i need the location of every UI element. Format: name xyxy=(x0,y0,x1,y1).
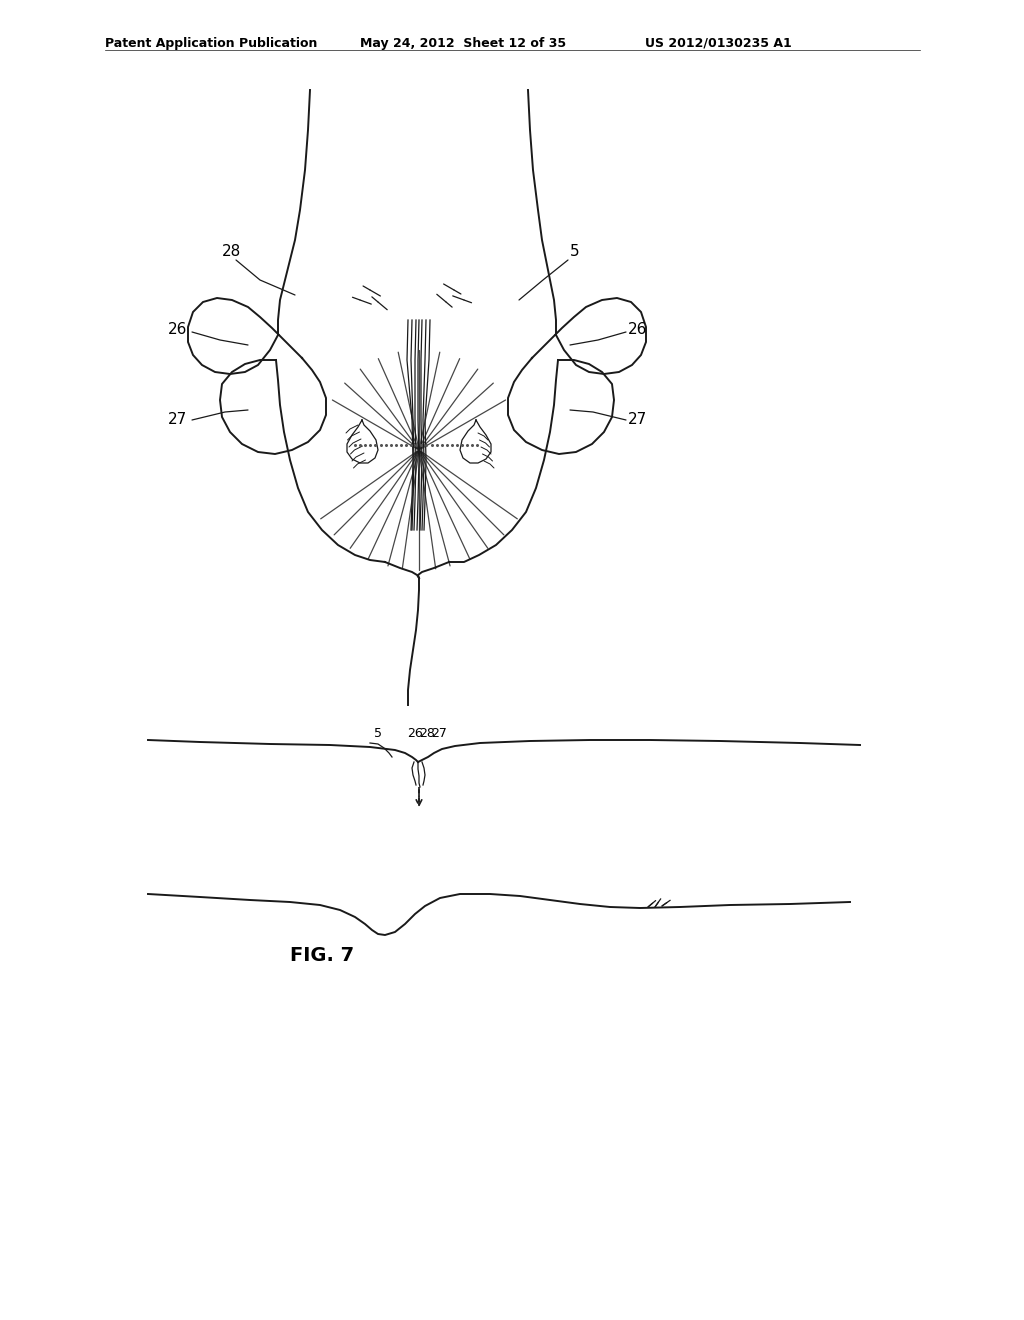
Text: Patent Application Publication: Patent Application Publication xyxy=(105,37,317,50)
Text: 27: 27 xyxy=(168,412,187,428)
Text: May 24, 2012  Sheet 12 of 35: May 24, 2012 Sheet 12 of 35 xyxy=(360,37,566,50)
Text: 27: 27 xyxy=(628,412,647,428)
Text: 28: 28 xyxy=(222,244,242,260)
Text: 27: 27 xyxy=(431,727,446,741)
Text: FIG. 7: FIG. 7 xyxy=(290,946,354,965)
Text: 26: 26 xyxy=(407,727,423,741)
Text: 26: 26 xyxy=(168,322,187,338)
Text: 28: 28 xyxy=(419,727,435,741)
Text: 5: 5 xyxy=(374,727,382,741)
Text: 26: 26 xyxy=(628,322,647,338)
Text: US 2012/0130235 A1: US 2012/0130235 A1 xyxy=(645,37,792,50)
Text: 5: 5 xyxy=(570,244,580,260)
